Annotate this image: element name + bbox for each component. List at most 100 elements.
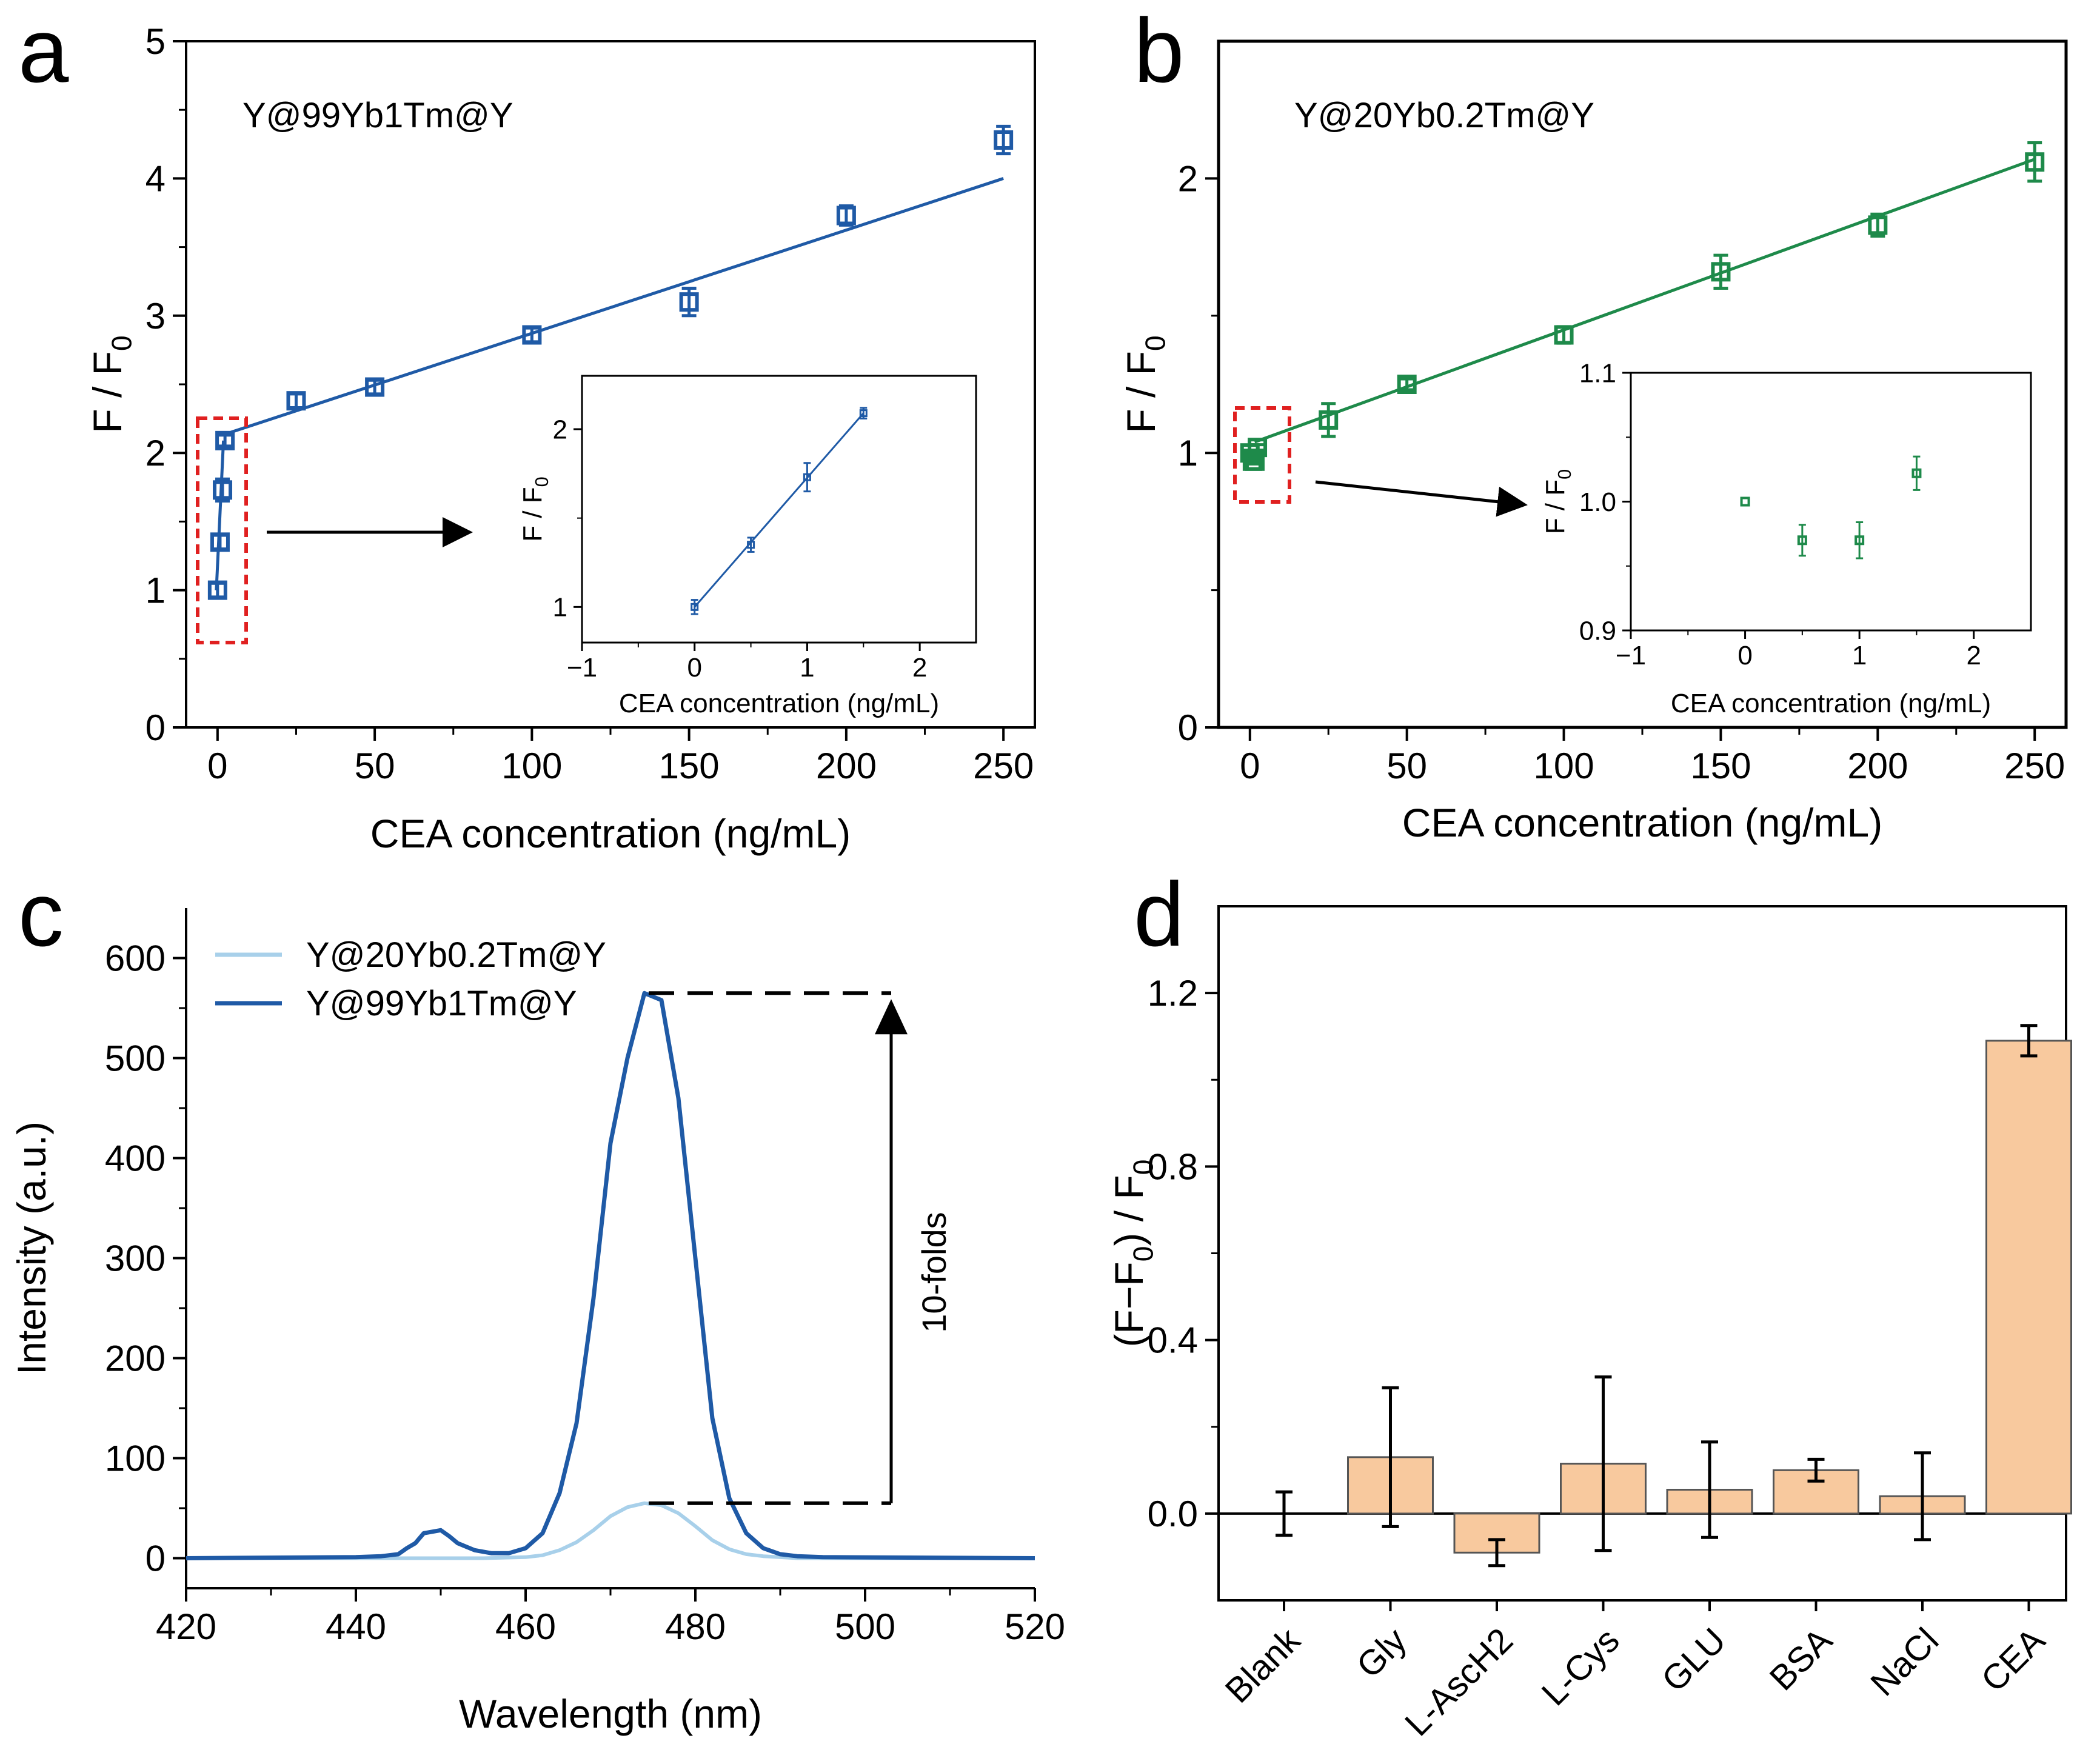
panel-a-inset-x-axis-label: CEA concentration (ng/mL) <box>619 689 939 718</box>
panel-a-inset-x-tick-label: −1 <box>567 653 597 683</box>
panel-a-y-tick-label: 0 <box>145 707 166 748</box>
panel-d-y-axis-label-main: (F−F <box>1106 1261 1151 1347</box>
panel-d-y-tick-label: 0.0 <box>1148 1494 1198 1534</box>
panel-d-x-tick-label: NaCl <box>1863 1620 1946 1703</box>
panel-c-x-tick-label: 460 <box>495 1606 556 1647</box>
panel-b-inset-point <box>1911 468 1922 478</box>
panel-c-x-tick-label: 440 <box>326 1606 386 1647</box>
panel-d-x-tick-label: Blank <box>1218 1620 1308 1711</box>
panel-b-inset-x-tick-label: 1 <box>1852 641 1867 670</box>
panel-b-inset-y-axis-label-main: F / F <box>1540 479 1570 534</box>
panel-b-y-axis-label: F / F0 <box>1119 335 1171 433</box>
panel-c-y-tick-label: 600 <box>105 938 166 979</box>
panel-b-point <box>1868 215 1888 235</box>
panel-b-point <box>1397 375 1417 394</box>
panel-b-point <box>1245 451 1265 471</box>
panel-a-inset-point <box>747 541 755 549</box>
panel-d-x-tick-label: BSA <box>1762 1620 1840 1698</box>
panel-a-point <box>994 130 1014 150</box>
panel-letter-c: c <box>18 863 64 965</box>
panel-b-x-tick-label: 250 <box>2004 746 2065 786</box>
panel-a-y-axis-label-sub: 0 <box>106 335 138 351</box>
panel-a-inset-y-axis-label-sub: 0 <box>531 476 552 487</box>
panel-c-y-tick-label: 100 <box>105 1438 166 1479</box>
panel-b-inset-y-axis-label: F / F0 <box>1540 469 1575 535</box>
panel-d-y-axis-label-sub: 0 <box>1128 1246 1159 1262</box>
panel-b-point <box>1319 410 1339 430</box>
panel-b-y-axis-label-main: F / F <box>1119 351 1163 433</box>
panel-a-y-tick-label: 1 <box>145 570 166 611</box>
panel-a-fit-line-low <box>215 440 226 590</box>
panel-a-x-tick-label: 100 <box>501 746 562 786</box>
panel-b-inset-x-tick-label: 2 <box>1966 641 1981 670</box>
axes-frame <box>185 40 1036 729</box>
panel-c-fold-arrow-head <box>875 999 908 1035</box>
panel-c-y-tick-label: 200 <box>105 1338 166 1379</box>
panel-a-inset-y-axis-label-main: F / F <box>518 487 547 541</box>
panel-c-series-line-2 <box>186 991 1035 1560</box>
panel-a-point <box>213 480 233 500</box>
panel-b-inset-x-axis-label: CEA concentration (ng/mL) <box>1671 689 1991 718</box>
panel-d-y-axis-label: (F−F0) / F0 <box>1106 1160 1159 1348</box>
panel-a-inset-x-tick-label: 0 <box>687 653 701 683</box>
panel-d-x-tick-label: GLU <box>1654 1620 1733 1699</box>
panel-a-y-tick-label: 4 <box>145 158 166 199</box>
panel-b-point <box>1711 262 1731 282</box>
panel-c-y-axis-label: Intensity (a.u.) <box>9 1121 54 1375</box>
panel-b-inset-y-tick-label: 1.0 <box>1579 487 1616 517</box>
panel-b-x-tick-label: 150 <box>1690 746 1751 786</box>
panel-a-y-tick-label: 5 <box>145 21 166 62</box>
panel-d-x-tick-label: Gly <box>1349 1620 1414 1685</box>
panel-b-arrow <box>1315 480 1528 517</box>
panel-d-x-tick-label: L-AscH2 <box>1397 1620 1520 1743</box>
panel-a-inset-x-tick-label: 2 <box>912 653 927 683</box>
panel-c-chart: 420 440 460 480 500 520 0 100 200 300 400 500 600 Wav… <box>9 908 1065 1736</box>
panel-c-x-tick-label: 480 <box>665 1606 726 1647</box>
panel-b-point <box>2025 152 2045 172</box>
axes-frame <box>1217 39 2068 729</box>
panel-letter-d: d <box>1134 863 1184 965</box>
panel-b-x-axis-label: CEA concentration (ng/mL) <box>1402 800 1882 845</box>
panel-b-y-tick-label: 1 <box>1178 433 1198 473</box>
panel-d-y-tick-label: 0.4 <box>1148 1320 1198 1361</box>
axes-frame <box>1630 372 2032 632</box>
panel-a-inset-fit-line <box>694 412 865 608</box>
panel-c-series-line-1 <box>186 1501 1035 1560</box>
panel-a-point <box>286 391 306 411</box>
panel-b-title: Y@20Yb0.2Tm@Y <box>1294 96 1594 135</box>
panel-a-point <box>522 325 542 345</box>
panel-b-x-tick-label: 0 <box>1240 746 1260 786</box>
panel-c-y-tick-label: 500 <box>105 1038 166 1079</box>
panel-a-x-tick-label: 250 <box>973 746 1034 786</box>
panel-c-fold-annotation: 10-folds <box>915 1212 953 1332</box>
panel-b-y-axis-label-sub: 0 <box>1140 335 1171 351</box>
panel-a-x-tick-label: 150 <box>659 746 720 786</box>
panel-d-y-tick-label: 0.8 <box>1148 1146 1198 1187</box>
panel-a-highlight-box <box>196 416 248 644</box>
panel-a-point <box>215 430 235 450</box>
panel-c-legend-label-2: Y@99Yb1Tm@Y <box>306 984 577 1023</box>
panel-a-y-axis-label: F / F0 <box>85 335 138 433</box>
panel-c-y-tick-label: 400 <box>105 1138 166 1179</box>
panel-c-x-tick-label: 520 <box>1005 1606 1065 1647</box>
axes-frame <box>581 375 977 644</box>
panel-a-point <box>679 292 699 312</box>
panel-a-inset-y-tick-label: 1 <box>553 593 567 623</box>
panel-c-x-tick-label: 500 <box>835 1606 895 1647</box>
panel-d-y-axis-label-sub2: 0 <box>1128 1160 1159 1175</box>
panel-d-y-tick-label: 1.2 <box>1148 973 1198 1014</box>
panel-a-y-axis-label-main: F / F <box>85 351 130 433</box>
panel-b-inset: −1 0 1 2 0.9 1.0 1.1 CEA concentration (ng/mL) F… <box>1540 358 2032 718</box>
panel-a-point <box>836 205 856 226</box>
panel-d-x-tick-label: L-Cys <box>1534 1620 1627 1713</box>
panel-b-x-tick-label: 100 <box>1534 746 1594 786</box>
panel-a-y-tick-label: 2 <box>145 433 166 473</box>
panel-b-x-tick-label: 50 <box>1386 746 1427 786</box>
panel-b-inset-point <box>1797 535 1807 546</box>
panel-d-x-tick-label: CEA <box>1973 1620 2053 1700</box>
panel-b-inset-y-tick-label: 0.9 <box>1579 616 1616 646</box>
panel-a-point <box>365 377 385 397</box>
